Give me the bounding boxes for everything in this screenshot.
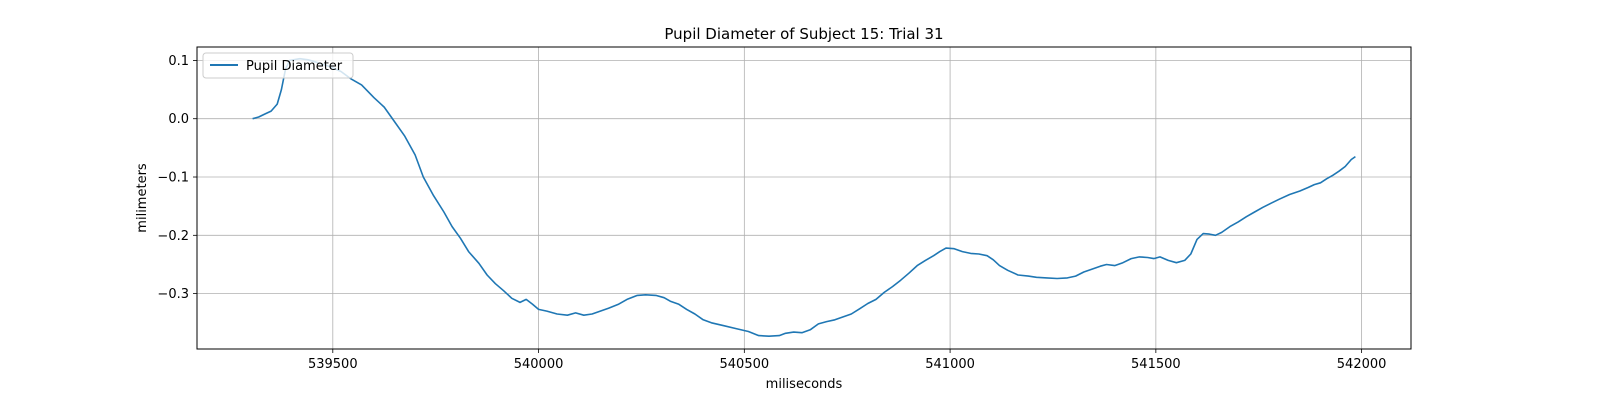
y-tick-label: −0.3 xyxy=(157,287,189,302)
axes-frame xyxy=(196,46,1412,350)
x-tick-label: 541500 xyxy=(1131,357,1181,372)
grid xyxy=(197,47,1411,349)
y-tick-label: −0.2 xyxy=(157,229,189,244)
x-tick-label: 539500 xyxy=(308,357,358,372)
plot-area xyxy=(252,57,1356,337)
chart-title: Pupil Diameter of Subject 15: Trial 31 xyxy=(664,25,943,43)
y-tick-label: 0.1 xyxy=(168,54,189,69)
y-axis-label: milimeters xyxy=(135,163,150,233)
x-tick-label: 542000 xyxy=(1337,357,1387,372)
legend-box xyxy=(202,52,354,79)
x-axis: 539500 540000 540500 541000 541500 542000 xyxy=(308,349,1386,372)
series-line-pupil-diameter xyxy=(252,57,1356,337)
x-tick-label: 541000 xyxy=(925,357,975,372)
legend: Pupil Diameter xyxy=(202,52,354,79)
x-tick-label: 540500 xyxy=(720,357,770,372)
y-tick-label: −0.1 xyxy=(157,171,189,186)
legend-label: Pupil Diameter xyxy=(246,59,343,74)
y-tick-label: 0.0 xyxy=(168,112,189,127)
y-axis: 0.1 0.0 −0.1 −0.2 −0.3 xyxy=(157,54,197,302)
x-tick-label: 540000 xyxy=(514,357,564,372)
x-axis-label: miliseconds xyxy=(766,377,843,392)
